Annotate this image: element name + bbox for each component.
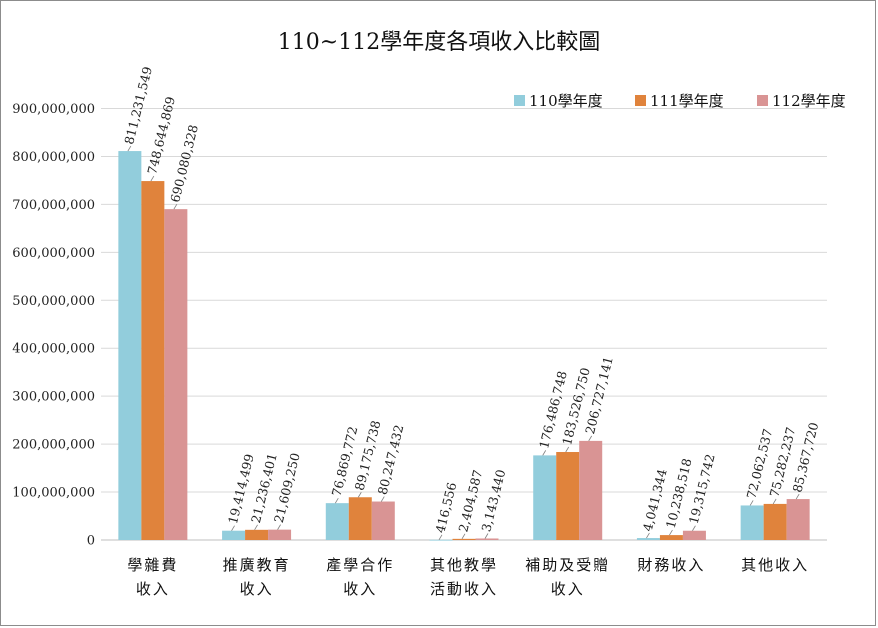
legend-label: 112學年度 [772, 92, 846, 110]
bars [118, 151, 810, 541]
leader-line [669, 529, 673, 536]
category-label: 學雜費 [127, 556, 178, 574]
leader-line [380, 496, 385, 502]
bar [475, 538, 499, 540]
category-label: 補助及受贈 [525, 556, 610, 574]
y-tick-label: 800,000,000 [12, 150, 95, 165]
data-label: 206,727,141 [582, 355, 616, 436]
bar [659, 535, 683, 540]
bar [636, 538, 660, 540]
data-label: 811,231,549 [121, 65, 155, 146]
legend-swatch [757, 95, 768, 106]
category-label: 其他教學 [430, 556, 498, 574]
data-labels: 811,231,549748,644,869690,080,32819,414,… [121, 65, 821, 541]
data-label: 690,080,328 [167, 123, 201, 204]
category-label: 其他收入 [741, 556, 809, 574]
bar [268, 529, 292, 540]
leader-line [542, 450, 547, 456]
y-tick-label: 0 [87, 534, 95, 549]
bar [682, 530, 706, 540]
y-tick-label: 300,000,000 [12, 390, 95, 405]
y-tick-label: 500,000,000 [12, 294, 95, 309]
leader-line [231, 525, 235, 531]
y-tick-label: 400,000,000 [12, 342, 95, 357]
bar [325, 503, 349, 540]
bar [118, 151, 142, 540]
bar [452, 538, 476, 540]
chart-title: 110~112學年度各項收入比較圖 [278, 30, 600, 55]
bar [740, 505, 764, 540]
category-label: 收入 [551, 580, 585, 598]
category-label: 產學合作 [326, 556, 394, 574]
leader-line [749, 500, 754, 506]
y-tick-label: 200,000,000 [12, 438, 95, 453]
bar [222, 530, 246, 540]
category-label: 財務收入 [637, 556, 705, 574]
leader-line [438, 534, 443, 541]
y-tick-label: 100,000,000 [12, 486, 95, 501]
legend-swatch [514, 95, 525, 106]
leader-line [795, 493, 800, 500]
bar [763, 503, 787, 540]
leader-line [646, 532, 650, 539]
y-axis: 0 100,000,000 200,000,000 300,000,000 400,00… [12, 102, 95, 549]
legend-label: 110學年度 [529, 92, 603, 110]
bar [164, 209, 188, 540]
bar [245, 529, 269, 540]
leader-line [150, 175, 155, 182]
leader-line [565, 446, 570, 453]
leader-line [127, 145, 132, 152]
leader-line [277, 524, 281, 530]
leader-line [588, 435, 593, 442]
leader-line [357, 492, 362, 498]
bar [348, 497, 372, 540]
category-label: 收入 [136, 580, 170, 598]
category-label: 收入 [343, 580, 377, 598]
y-tick-label: 600,000,000 [12, 246, 95, 261]
y-tick-label: 900,000,000 [12, 102, 95, 117]
category-label: 推廣教育 [223, 556, 291, 574]
bar [786, 499, 810, 540]
legend-swatch [635, 95, 646, 106]
leader-line [461, 533, 466, 540]
bar [141, 181, 165, 540]
category-label: 活動收入 [430, 580, 498, 598]
leader-line [484, 533, 489, 539]
bar [533, 455, 557, 540]
y-tick-label: 700,000,000 [12, 198, 95, 213]
bar [429, 539, 453, 541]
leader-line [692, 525, 696, 531]
legend-label: 111學年度 [650, 92, 724, 110]
leader-line [772, 498, 777, 505]
leader-line [173, 203, 178, 210]
bar [371, 501, 395, 540]
category-label: 收入 [240, 580, 274, 598]
bar [579, 440, 603, 540]
legend: 110學年度 111學年度 112學年度 [514, 92, 846, 110]
leader-line [334, 497, 339, 504]
leader-line [254, 524, 258, 531]
data-label: 748,644,869 [144, 95, 178, 176]
bar [556, 452, 580, 540]
gridlines [101, 108, 827, 541]
